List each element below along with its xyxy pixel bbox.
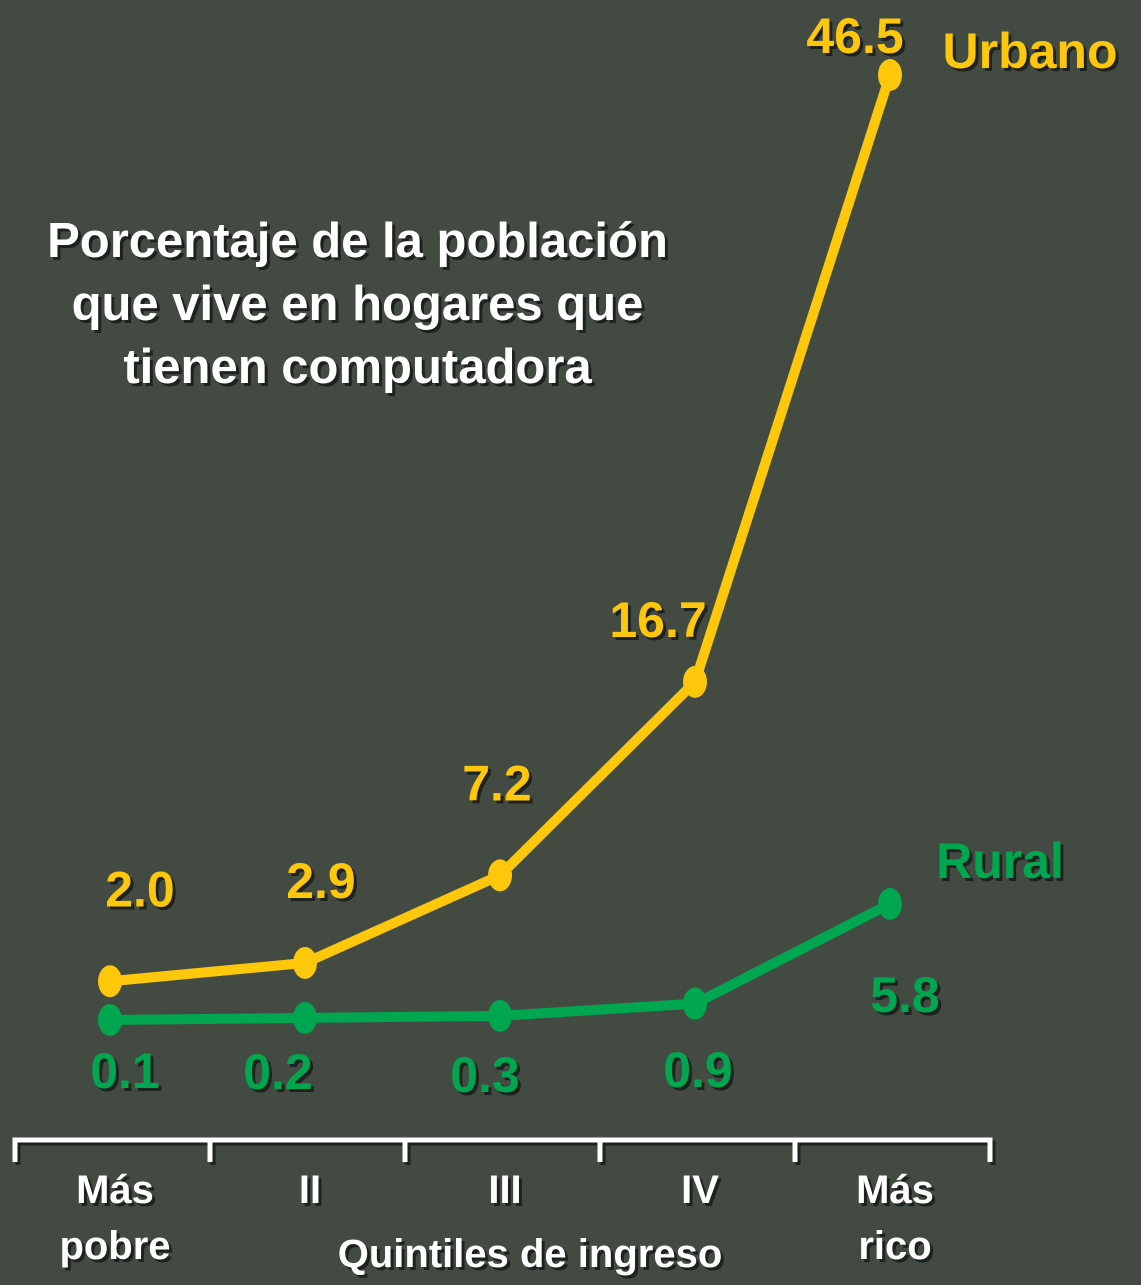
- data-label: 2.0: [105, 861, 175, 917]
- series-label: Rural: [936, 833, 1064, 889]
- data-label: 0.1: [90, 1043, 160, 1099]
- data-label: 0.3: [450, 1047, 520, 1103]
- x-axis-label: Quintiles de ingreso: [337, 1232, 723, 1276]
- data-label: 16.7: [609, 592, 706, 648]
- data-point: [488, 859, 512, 892]
- data-point: [293, 1001, 317, 1034]
- data-label: 7.2: [462, 756, 532, 812]
- series-label: Urbano: [943, 23, 1118, 79]
- data-point: [878, 887, 902, 920]
- data-point: [683, 987, 707, 1020]
- data-point: [98, 1003, 122, 1036]
- x-tick-label: Más rico: [856, 1168, 934, 1268]
- data-label: 2.9: [286, 853, 356, 909]
- data-label: 46.5: [806, 8, 903, 64]
- x-tick-label: II: [298, 1168, 322, 1212]
- data-point: [488, 999, 512, 1032]
- x-tick-label: IV: [681, 1168, 719, 1212]
- x-axis-bracket: [12, 1137, 993, 1162]
- data-label: 0.9: [663, 1042, 733, 1098]
- x-tick-label: Más pobre: [59, 1168, 171, 1268]
- data-point: [683, 665, 707, 698]
- data-label: 5.8: [870, 967, 940, 1023]
- chart-title: Porcentaje de la población que vive en h…: [47, 214, 668, 394]
- data-point: [878, 59, 902, 91]
- data-point: [98, 965, 122, 998]
- x-tick-label: III: [488, 1168, 522, 1212]
- data-label: 0.2: [243, 1044, 313, 1100]
- data-point: [293, 946, 317, 979]
